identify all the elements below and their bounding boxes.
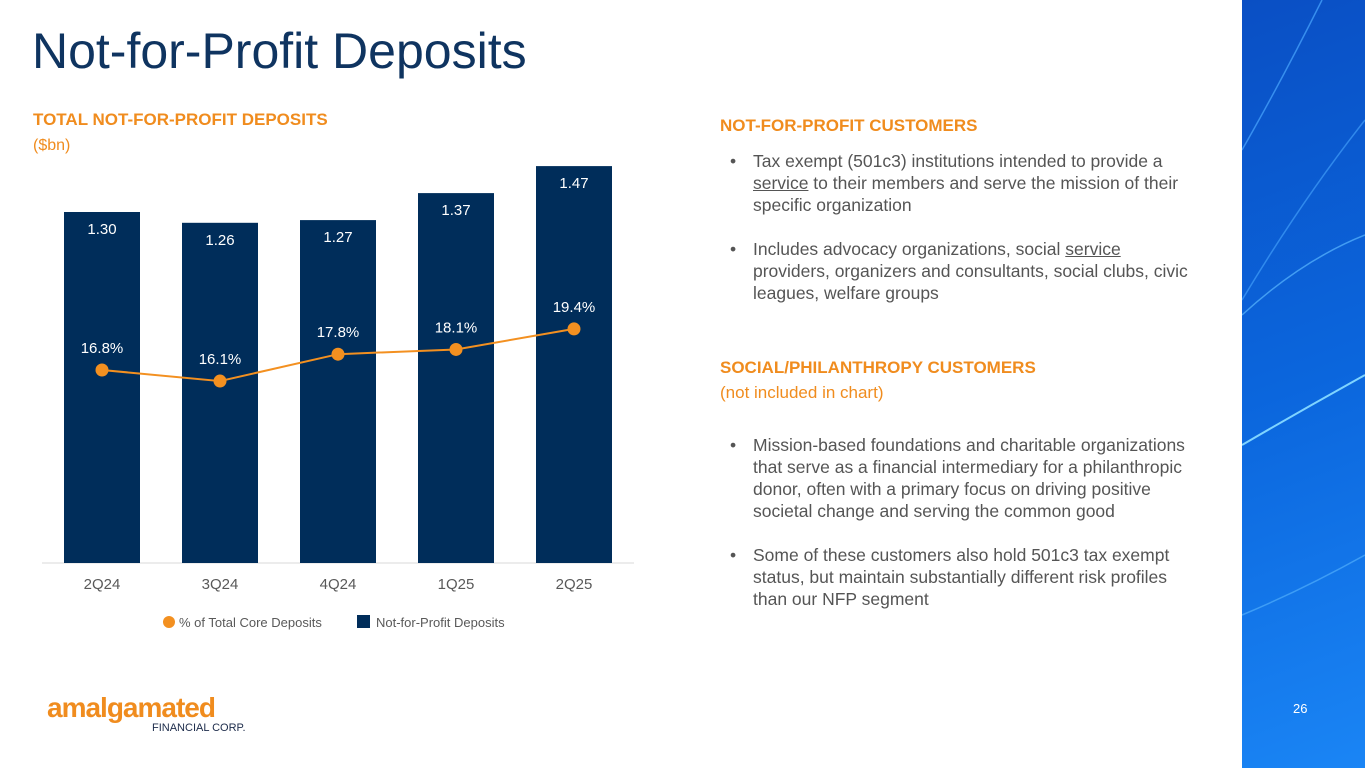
decorative-panel xyxy=(1242,0,1365,768)
logo-tagline: FINANCIAL CORP. xyxy=(152,722,246,734)
line-point xyxy=(95,363,109,377)
bar xyxy=(182,222,258,564)
wave-lines xyxy=(1242,0,1365,616)
nfp-bullets: Tax exempt (501c3) institutions intended… xyxy=(730,150,1200,304)
line-label: 18.1% xyxy=(435,319,478,336)
line-label: 19.4% xyxy=(553,299,596,316)
bar-label: 1.47 xyxy=(559,175,588,192)
line-point xyxy=(567,322,581,336)
line-label: 17.8% xyxy=(317,324,360,341)
x-tick-label: 1Q25 xyxy=(438,576,475,593)
bar-label: 1.27 xyxy=(323,229,352,246)
social-bullets: Mission-based foundations and charitable… xyxy=(730,434,1200,610)
bullet-item: Includes advocacy organizations, social … xyxy=(730,238,1200,304)
bar-label: 1.37 xyxy=(441,202,470,219)
legend-bar-marker xyxy=(357,615,370,628)
x-tick-label: 2Q25 xyxy=(556,576,593,593)
page-number: 26 xyxy=(1293,701,1308,716)
legend-label: Not-for-Profit Deposits xyxy=(376,615,505,630)
social-heading: SOCIAL/PHILANTHROPY CUSTOMERS xyxy=(720,358,1036,377)
x-tick-label: 2Q24 xyxy=(84,576,121,593)
bar xyxy=(536,166,612,563)
line-point xyxy=(449,342,463,356)
bullet-item: Mission-based foundations and charitable… xyxy=(730,434,1200,522)
bar xyxy=(418,193,494,563)
line-point xyxy=(331,347,345,361)
bar-label: 1.26 xyxy=(205,232,234,249)
chart: 1.30 2Q24 1.26 3Q24 1.27 4Q24 1.37 1Q25 1.47 2Q25… xyxy=(42,166,634,630)
nfp-heading: NOT-FOR-PROFIT CUSTOMERS xyxy=(720,116,978,135)
line-label: 16.1% xyxy=(199,351,242,368)
bar xyxy=(64,212,140,563)
social-subheading: (not included in chart) xyxy=(720,383,884,402)
logo-wordmark: amalgamated xyxy=(47,692,216,723)
company-logo: amalgamated FINANCIAL CORP. xyxy=(47,692,246,735)
line-point xyxy=(213,374,227,388)
x-tick-label: 4Q24 xyxy=(320,576,357,593)
legend-line-marker xyxy=(163,616,175,628)
bullet-item: Tax exempt (501c3) institutions intended… xyxy=(730,150,1200,216)
bullet-item: Some of these customers also hold 501c3 … xyxy=(730,544,1200,610)
line-label: 16.8% xyxy=(81,340,124,357)
chart-subtitle: ($bn) xyxy=(33,137,71,154)
bar-label: 1.30 xyxy=(87,221,116,238)
legend-label: % of Total Core Deposits xyxy=(179,615,322,630)
chart-title: TOTAL NOT-FOR-PROFIT DEPOSITS xyxy=(33,110,328,129)
page-title: Not-for-Profit Deposits xyxy=(32,23,527,79)
x-tick-label: 3Q24 xyxy=(202,576,239,593)
bar xyxy=(300,220,376,563)
